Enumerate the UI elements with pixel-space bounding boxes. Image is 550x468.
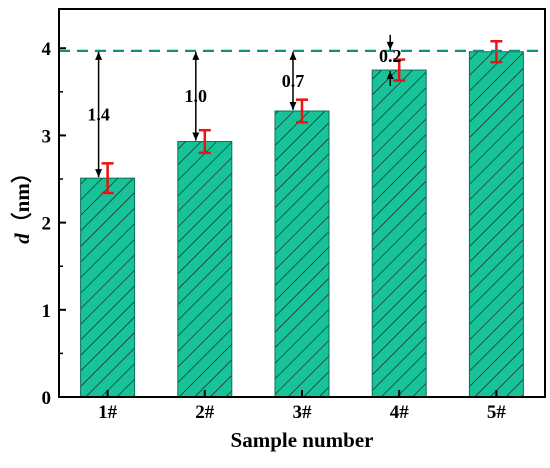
difference-arrowhead-up-3 [289, 51, 297, 60]
x-tick-label-2: 2# [195, 402, 215, 423]
bar-5 [468, 51, 524, 398]
difference-arrowhead-down-3 [289, 102, 297, 111]
y-axis-label: d（nm） [10, 162, 34, 244]
x-tick-label-1: 1# [98, 402, 118, 423]
x-tick-label-5: 5# [487, 402, 507, 423]
y-axis-label-symbol: d [10, 233, 34, 244]
x-tick-label-3: 3# [293, 402, 313, 423]
bar-1 [80, 177, 136, 398]
difference-label-4: 0.2 [379, 46, 402, 66]
difference-arrowhead-down-2 [192, 132, 200, 141]
x-tick-label-4: 4# [390, 402, 410, 423]
bar-2 [177, 141, 233, 398]
difference-arrowhead-up-4 [386, 71, 394, 80]
bar-3 [274, 110, 330, 398]
y-tick-label-0: 0 [42, 388, 52, 409]
y-tick-label-4: 4 [42, 39, 52, 60]
difference-arrowhead-up-1 [95, 51, 103, 60]
x-axis-label: Sample number [231, 428, 374, 452]
y-tick-label-3: 3 [42, 126, 52, 147]
difference-arrowhead-up-2 [192, 51, 200, 60]
y-tick-label-2: 2 [42, 214, 52, 235]
y-tick-label-1: 1 [42, 301, 52, 322]
bar-4 [371, 69, 427, 398]
difference-arrowhead-down-1 [95, 169, 103, 178]
y-axis-label-unit: （nm） [10, 162, 34, 233]
difference-arrowhead-down-4 [386, 41, 394, 50]
